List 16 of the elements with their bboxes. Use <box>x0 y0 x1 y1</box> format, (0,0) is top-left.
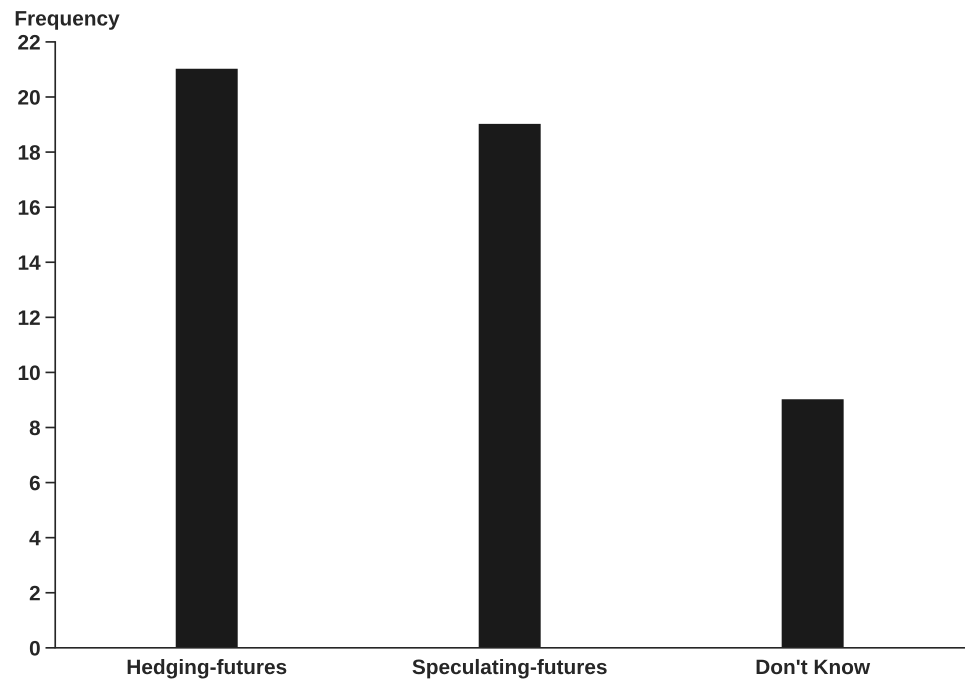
y-tick-label: 0 <box>30 640 40 656</box>
y-tick-label: 16 <box>18 200 40 215</box>
y-tick-label: 14 <box>18 255 41 270</box>
y-tick-label: 22 <box>18 34 40 50</box>
y-tick-label: 20 <box>18 90 40 105</box>
x-tick-label: Speculating-futures <box>412 658 607 678</box>
y-tick-label: 8 <box>30 420 40 436</box>
y-tick-label: 10 <box>18 365 40 380</box>
y-tick-label: 12 <box>18 310 40 325</box>
y-axis-title: Frequency <box>16 11 120 30</box>
y-tick-label: 6 <box>30 476 40 490</box>
y-tick-label: 2 <box>30 586 40 600</box>
x-tick-label: Don't Know <box>756 660 870 674</box>
x-tick-label: Hedging-futures <box>128 658 286 678</box>
y-tick-label: 18 <box>18 145 40 160</box>
y-tick-label: 4 <box>29 530 41 546</box>
